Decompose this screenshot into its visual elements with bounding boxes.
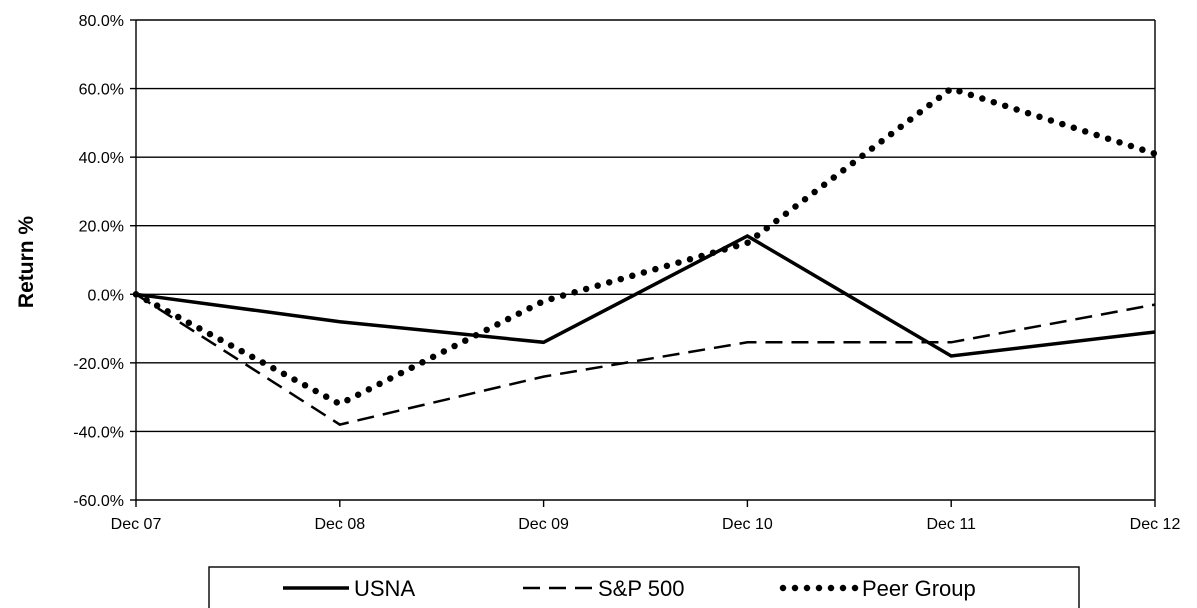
x-tick-labels: Dec 07 Dec 08 Dec 09 Dec 10 Dec 11 Dec 12 xyxy=(111,516,1181,533)
x-tick-label: Dec 11 xyxy=(926,516,976,533)
y-tick-label: 60.0% xyxy=(79,82,124,99)
y-tick-label: 0.0% xyxy=(88,287,124,304)
x-tick-label: Dec 09 xyxy=(518,516,569,533)
legend-label: USNA xyxy=(354,576,415,601)
y-tick-label: 20.0% xyxy=(79,219,124,236)
y-tick-label: 80.0% xyxy=(79,13,124,30)
y-tick-label: 40.0% xyxy=(79,150,124,167)
y-tick-label: -40.0% xyxy=(73,424,124,441)
series-lines xyxy=(132,84,1159,426)
legend-label: Peer Group xyxy=(862,576,976,601)
grid-lines xyxy=(136,19,1155,501)
x-tick-label: Dec 08 xyxy=(314,516,365,533)
x-tick-label: Dec 10 xyxy=(722,516,773,533)
y-tick-label: -20.0% xyxy=(73,356,124,373)
legend-label: S&P 500 xyxy=(598,576,684,601)
x-tick-label: Dec 12 xyxy=(1130,516,1181,533)
series-line-peer-group xyxy=(132,84,1159,408)
series-line-s-p-500 xyxy=(135,293,1156,426)
y-axis-label: Return % xyxy=(15,216,38,309)
legend-box xyxy=(208,566,1080,608)
series-line-usna xyxy=(135,233,1156,358)
y-tick-label: -60.0% xyxy=(73,493,124,510)
y-tick-labels: -60.0% -40.0% -20.0% 0.0% 20.0% 40.0% 60.0% 80.… xyxy=(73,13,124,510)
legend: USNA S&P 500 Peer Group xyxy=(208,566,1080,608)
x-tick-label: Dec 07 xyxy=(111,516,162,533)
axes xyxy=(130,19,1156,507)
